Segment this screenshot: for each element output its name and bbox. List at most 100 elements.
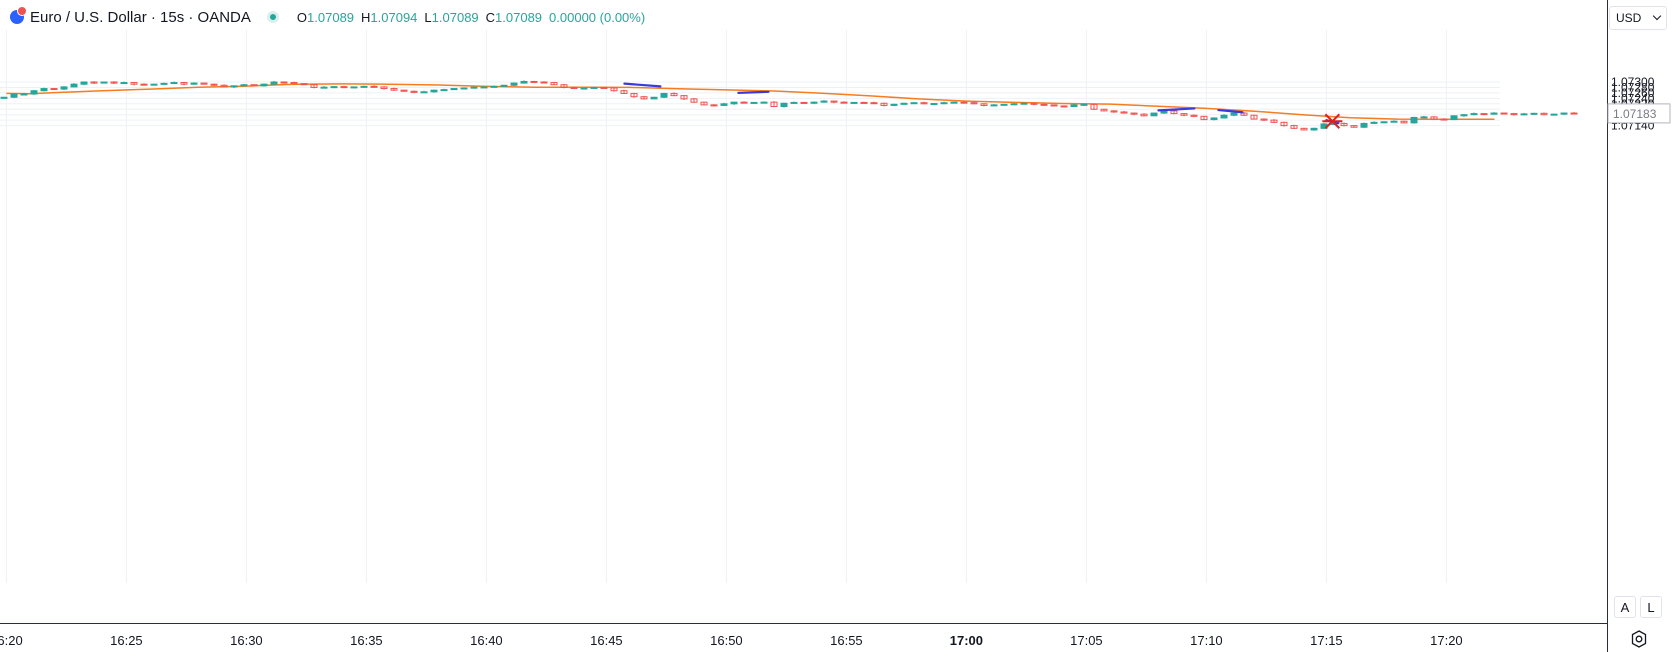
candle-down [710, 104, 718, 107]
candle-down [970, 102, 978, 105]
symbol-legend: Euro / U.S. Dollar · 15s · OANDA O1.0708… [10, 6, 650, 28]
candle-up [910, 102, 918, 105]
candle-down [570, 86, 578, 90]
cross-marker [1322, 113, 1343, 129]
candle-down [1350, 125, 1358, 128]
chevron-down-icon [1652, 11, 1662, 21]
candle-up [1080, 103, 1088, 106]
candle-down [380, 86, 388, 90]
candle-down [560, 84, 568, 88]
candle-up [230, 85, 238, 88]
candle-up [1230, 112, 1238, 116]
x-tick-label: 17:15 [1310, 633, 1343, 648]
candle-down [1180, 113, 1188, 116]
candle-up [470, 86, 478, 89]
candlestick-series [0, 80, 1578, 131]
candle-up [1560, 112, 1568, 115]
candle-up [520, 80, 528, 84]
log-scale-button[interactable]: L [1640, 596, 1662, 618]
candle-up [1410, 116, 1418, 124]
candle-up [900, 102, 908, 105]
candle-down [310, 84, 318, 88]
candle-down [680, 95, 688, 100]
candle-down [1140, 113, 1148, 117]
candle-up [730, 101, 738, 105]
y-tick-label: 1.07240 [1611, 91, 1655, 105]
gear-icon[interactable] [1630, 630, 1648, 648]
drawing-layer[interactable] [623, 82, 1343, 129]
candle-up [1220, 114, 1228, 119]
candle-down [1120, 111, 1128, 114]
candle-up [460, 87, 468, 90]
candle-up [320, 86, 328, 89]
candle-up [20, 93, 28, 96]
x-tick-label: 16:40 [470, 633, 503, 648]
candle-down [1050, 104, 1058, 107]
candle-down [1110, 110, 1118, 113]
last-price-tag [1607, 103, 1671, 124]
currency-select[interactable]: USD [1609, 6, 1667, 30]
candle-down [1130, 112, 1138, 115]
candle-down [830, 100, 838, 103]
candle-up [890, 103, 898, 106]
x-tick-label: 16:35 [350, 633, 383, 648]
candle-down [960, 101, 968, 104]
candle-up [450, 88, 458, 91]
candle-down [640, 96, 648, 100]
candle-up [1460, 114, 1468, 117]
candle-up [1530, 112, 1538, 115]
candle-down [1260, 118, 1268, 121]
candle-down [770, 101, 778, 108]
candle-up [1420, 116, 1428, 119]
candle-up [720, 103, 728, 106]
candle-down [400, 89, 408, 92]
auto-scale-button[interactable]: A [1614, 596, 1636, 618]
candle-up [590, 86, 598, 89]
x-tick-label: 16:50 [710, 633, 743, 648]
candle-up [40, 88, 48, 92]
market-status-icon[interactable] [266, 11, 279, 23]
x-tick-label: 16:30 [230, 633, 263, 648]
x-tick-label: 16:20 [0, 633, 23, 648]
candle-up [950, 101, 958, 104]
y-tick-label: 1.07300 [1611, 75, 1655, 89]
candle-up [1520, 113, 1528, 116]
broker-logo-icon [10, 6, 27, 24]
candle-down [630, 92, 638, 98]
candle-up [850, 101, 858, 104]
candle-down [920, 102, 928, 105]
candle-up [580, 87, 588, 90]
candle-up [1450, 115, 1458, 121]
candle-down [690, 98, 698, 103]
candle-down [1280, 121, 1288, 127]
candle-up [0, 96, 8, 99]
candle-down [530, 80, 538, 83]
candle-up [1390, 120, 1398, 123]
candle-up [1380, 121, 1388, 124]
legend-close: C1.07089 [485, 9, 543, 25]
candle-down [600, 86, 608, 89]
y-tick-label: 1.07260 [1611, 86, 1655, 100]
x-tick-label: 17:20 [1430, 633, 1463, 648]
candle-up [60, 86, 68, 90]
candle-up [1550, 113, 1558, 116]
candle-up [660, 92, 668, 98]
candle-up [930, 103, 938, 106]
candle-up [70, 83, 78, 88]
candle-up [80, 81, 88, 85]
x-tick-label: 17:05 [1070, 633, 1103, 648]
x-tick-label: 16:45 [590, 633, 623, 648]
candle-up [940, 102, 948, 105]
candle-up [650, 96, 658, 100]
candle-down [1570, 112, 1578, 115]
candle-down [1300, 127, 1308, 131]
candle-down [1190, 114, 1198, 117]
legend-open: O1.07089 [296, 9, 355, 25]
trend-line [623, 82, 662, 88]
symbol-title[interactable]: Euro / U.S. Dollar · 15s · OANDA [30, 8, 251, 26]
candle-down [1290, 125, 1298, 129]
candle-up [500, 84, 508, 87]
candle-up [760, 101, 768, 104]
